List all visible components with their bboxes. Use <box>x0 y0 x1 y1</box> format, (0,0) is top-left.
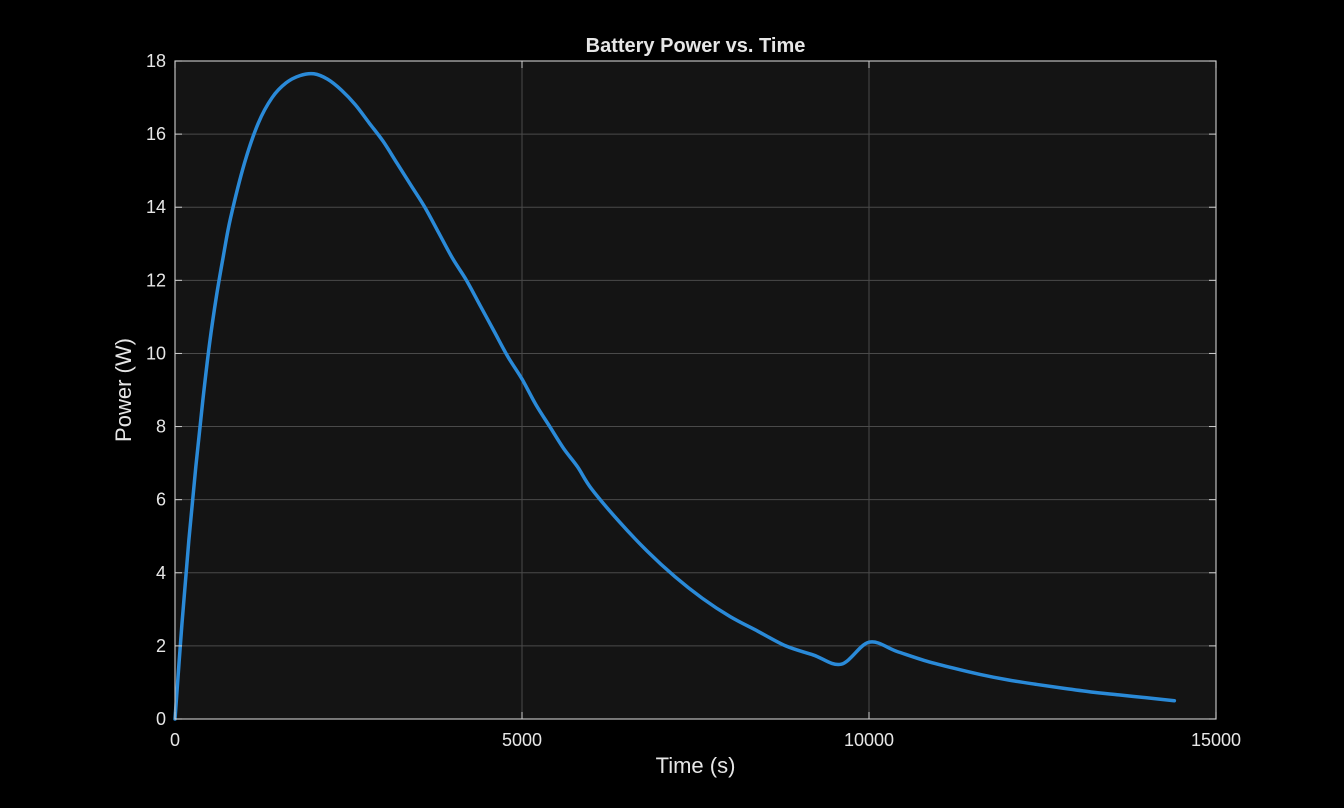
x-tick-label: 5000 <box>502 730 542 750</box>
y-tick-label: 10 <box>146 343 166 363</box>
plot-frame <box>174 60 1217 720</box>
axis-ticks: 0 5000 10000 15000 0 2 4 6 8 10 12 14 16 18 <box>146 51 1241 750</box>
series-line <box>173 71 1177 721</box>
y-tick-label: 18 <box>146 51 166 71</box>
x-axis-label: Time (s) <box>656 753 736 778</box>
y-tick-label: 4 <box>156 563 166 583</box>
y-tick-label: 6 <box>156 490 166 510</box>
y-tick-label: 14 <box>146 197 166 217</box>
chart-title: Battery Power vs. Time <box>586 35 806 57</box>
y-axis-label: Power (W) <box>111 338 136 442</box>
y-tick-label: 8 <box>156 417 166 437</box>
plot-area <box>175 61 1216 719</box>
y-tick-label: 0 <box>156 709 166 729</box>
y-tick-label: 12 <box>146 270 166 290</box>
y-tick-label: 16 <box>146 124 166 144</box>
x-tick-label: 0 <box>170 730 180 750</box>
x-tick-label: 15000 <box>1191 730 1241 750</box>
y-tick-label: 2 <box>156 636 166 656</box>
series-layer <box>173 71 1177 721</box>
x-tick-label: 10000 <box>844 730 894 750</box>
